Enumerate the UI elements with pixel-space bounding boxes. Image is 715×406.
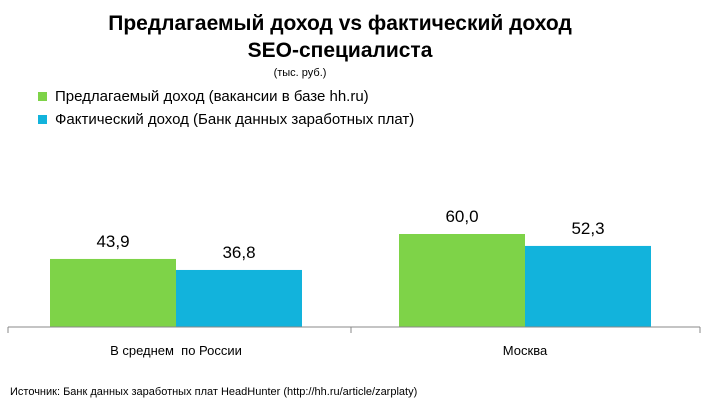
legend-swatch-actual	[38, 114, 47, 124]
bar-offered-russia	[50, 258, 176, 327]
data-label-offered-moscow: 60,0	[445, 207, 478, 226]
chart-title: Предлагаемый доход vs фактический доход	[108, 12, 572, 35]
bar-offered-moscow	[399, 234, 525, 327]
data-label-offered-russia: 43,9	[96, 232, 129, 251]
legend-label-actual: Фактический доход (Банк данных заработны…	[55, 110, 415, 128]
legend-swatch-offered	[38, 91, 47, 101]
legend-item-actual: Фактический доход (Банк данных заработны…	[38, 110, 414, 128]
category-label-russia: В среднем по России	[110, 343, 242, 358]
source-note: Источник: Банк данных заработных плат He…	[10, 386, 418, 398]
legend-label-offered: Предлагаемый доход (вакансии в базе hh.r…	[55, 87, 369, 105]
bar-actual-moscow	[525, 245, 651, 327]
unit-label: (тыс. руб.)	[273, 67, 327, 79]
data-label-actual-russia: 36,8	[222, 243, 255, 262]
category-label-moscow: Москва	[503, 343, 548, 358]
bar-actual-russia	[176, 269, 302, 327]
legend-item-offered: Предлагаемый доход (вакансии в базе hh.r…	[38, 87, 369, 105]
chart-title-line2: SEO-специалиста	[247, 39, 433, 62]
data-label-actual-moscow: 52,3	[571, 219, 604, 238]
